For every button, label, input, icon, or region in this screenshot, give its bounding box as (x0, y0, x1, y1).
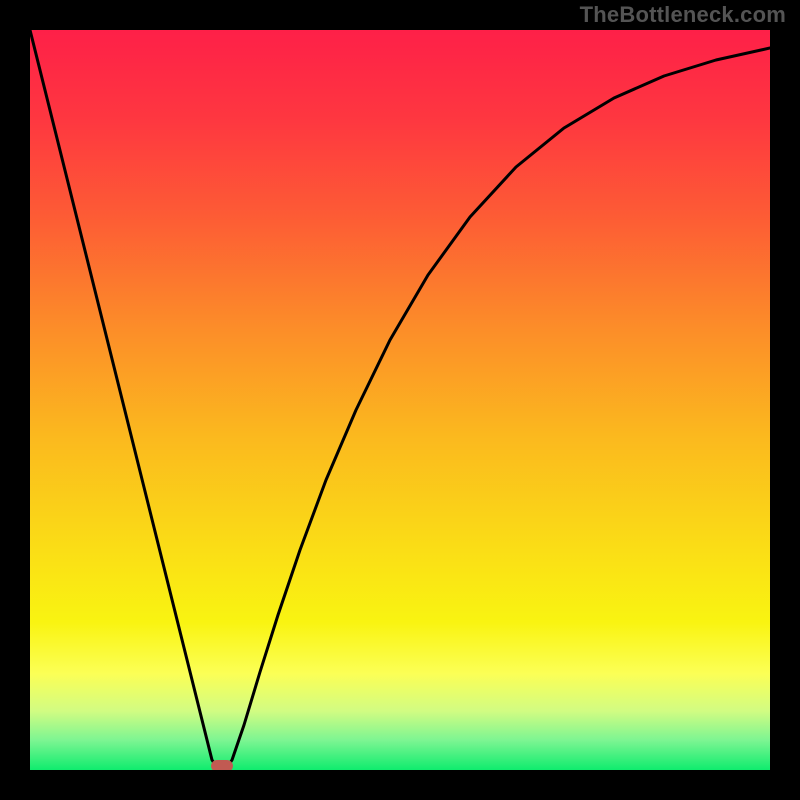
minimum-marker (211, 760, 233, 770)
plot-svg (30, 30, 770, 770)
plot-area (30, 30, 770, 770)
outer-frame: TheBottleneck.com (0, 0, 800, 800)
watermark-text: TheBottleneck.com (580, 2, 786, 28)
gradient-background (30, 30, 770, 770)
